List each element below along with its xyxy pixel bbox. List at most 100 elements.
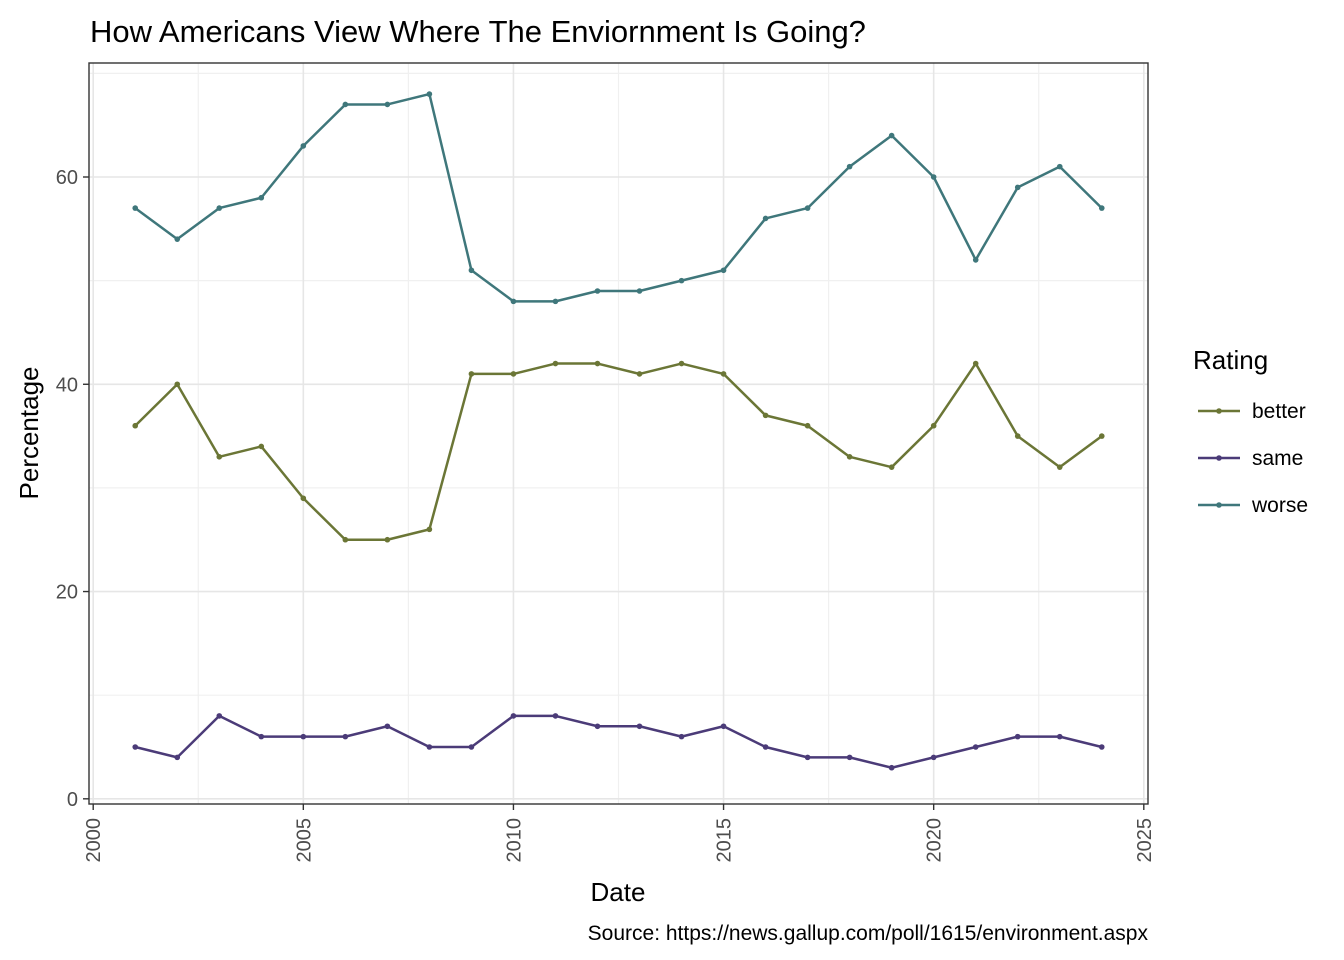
data-point-worse bbox=[594, 288, 601, 294]
data-point-better bbox=[720, 371, 727, 377]
data-point-worse bbox=[300, 143, 307, 149]
data-point-better bbox=[888, 464, 895, 470]
chart-title: How Americans View Where The Enviornment… bbox=[90, 14, 866, 49]
legend-label-same: same bbox=[1252, 447, 1303, 470]
data-point-better bbox=[930, 422, 937, 429]
x-tick-label: 2020 bbox=[924, 818, 946, 863]
data-point-same bbox=[720, 723, 727, 730]
data-point-same bbox=[846, 754, 853, 761]
y-tick-label: 20 bbox=[56, 582, 78, 604]
data-point-same bbox=[1014, 733, 1021, 740]
x-tick-label: 2005 bbox=[293, 818, 315, 863]
data-point-same bbox=[1098, 744, 1105, 750]
data-point-better bbox=[174, 381, 181, 388]
data-point-worse bbox=[258, 194, 265, 201]
data-point-same bbox=[258, 733, 265, 740]
data-point-better bbox=[1098, 433, 1105, 439]
data-point-same bbox=[678, 733, 685, 740]
data-point-better bbox=[468, 371, 475, 377]
data-point-same bbox=[132, 744, 139, 750]
data-point-worse bbox=[846, 163, 853, 170]
data-point-better bbox=[972, 360, 979, 367]
y-tick-label: 0 bbox=[67, 789, 78, 811]
data-point-worse bbox=[174, 236, 181, 242]
series-line-worse bbox=[134, 92, 1103, 303]
data-point-same bbox=[804, 754, 811, 761]
data-point-worse bbox=[1056, 163, 1063, 170]
data-point-same bbox=[594, 723, 601, 730]
data-point-better bbox=[384, 536, 391, 543]
data-point-same bbox=[636, 723, 643, 730]
data-point-same bbox=[762, 744, 769, 750]
data-point-same bbox=[930, 754, 937, 761]
y-tick-label: 40 bbox=[56, 374, 78, 396]
data-point-better bbox=[132, 422, 139, 429]
data-point-better bbox=[300, 495, 307, 502]
data-point-better bbox=[678, 360, 685, 367]
caption: Source: https://news.gallup.com/poll/161… bbox=[588, 922, 1149, 945]
data-point-same bbox=[1056, 733, 1063, 740]
data-point-worse bbox=[342, 101, 349, 108]
legend-key-point-same bbox=[1216, 455, 1222, 461]
data-point-same bbox=[174, 754, 181, 761]
data-point-worse bbox=[930, 174, 937, 180]
data-point-same bbox=[300, 733, 307, 740]
data-point-better bbox=[636, 371, 643, 377]
data-point-same bbox=[216, 713, 223, 719]
data-point-worse bbox=[888, 132, 895, 139]
x-tick-label: 2015 bbox=[714, 818, 736, 863]
data-point-better bbox=[258, 443, 265, 450]
legend-key-point-better bbox=[1216, 408, 1222, 414]
data-point-same bbox=[888, 764, 895, 771]
data-point-worse bbox=[636, 288, 643, 294]
data-point-worse bbox=[426, 91, 433, 97]
data-point-worse bbox=[384, 101, 391, 108]
y-axis-label: Percentage bbox=[14, 367, 44, 500]
data-point-better bbox=[846, 454, 853, 460]
data-point-same bbox=[552, 713, 559, 719]
data-point-better bbox=[762, 412, 769, 419]
data-point-same bbox=[426, 744, 433, 750]
data-point-worse bbox=[678, 277, 685, 284]
x-tick-label: 2025 bbox=[1134, 818, 1156, 863]
data-point-worse bbox=[804, 205, 811, 211]
data-point-worse bbox=[1098, 205, 1105, 211]
data-point-same bbox=[510, 713, 517, 719]
data-point-better bbox=[1014, 433, 1021, 439]
y-axis: 0 20 40 60 bbox=[56, 167, 89, 811]
legend-label-worse: worse bbox=[1251, 494, 1308, 517]
series-line-better bbox=[134, 362, 1103, 541]
data-point-better bbox=[804, 422, 811, 429]
data-point-worse bbox=[132, 205, 139, 211]
legend: Rating better same worse bbox=[1193, 345, 1308, 517]
legend-title: Rating bbox=[1193, 345, 1268, 375]
data-point-better bbox=[216, 454, 223, 460]
legend-label-better: better bbox=[1252, 400, 1306, 423]
data-point-same bbox=[972, 744, 979, 750]
data-point-same bbox=[342, 733, 349, 740]
legend-key-point-worse bbox=[1216, 502, 1222, 508]
x-tick-label: 2000 bbox=[83, 818, 105, 863]
data-point-better bbox=[552, 360, 559, 367]
data-point-better bbox=[594, 360, 601, 367]
series-lines bbox=[132, 91, 1105, 771]
data-point-worse bbox=[720, 267, 727, 274]
series-line-same bbox=[134, 714, 1103, 769]
data-point-worse bbox=[468, 267, 475, 274]
x-tick-label: 2010 bbox=[503, 818, 525, 863]
data-point-same bbox=[384, 723, 391, 730]
x-axis: 2000 2005 2010 2015 2020 2025 bbox=[83, 804, 1156, 863]
data-point-same bbox=[468, 744, 475, 750]
y-tick-label: 60 bbox=[56, 167, 78, 189]
data-point-worse bbox=[552, 298, 559, 305]
data-point-worse bbox=[762, 215, 769, 222]
data-point-better bbox=[1056, 464, 1063, 470]
data-point-worse bbox=[1014, 184, 1021, 191]
data-point-worse bbox=[510, 298, 517, 305]
data-point-better bbox=[510, 371, 517, 377]
data-point-worse bbox=[216, 205, 223, 211]
data-point-better bbox=[426, 526, 433, 533]
data-point-better bbox=[342, 536, 349, 543]
x-axis-label: Date bbox=[591, 877, 646, 907]
